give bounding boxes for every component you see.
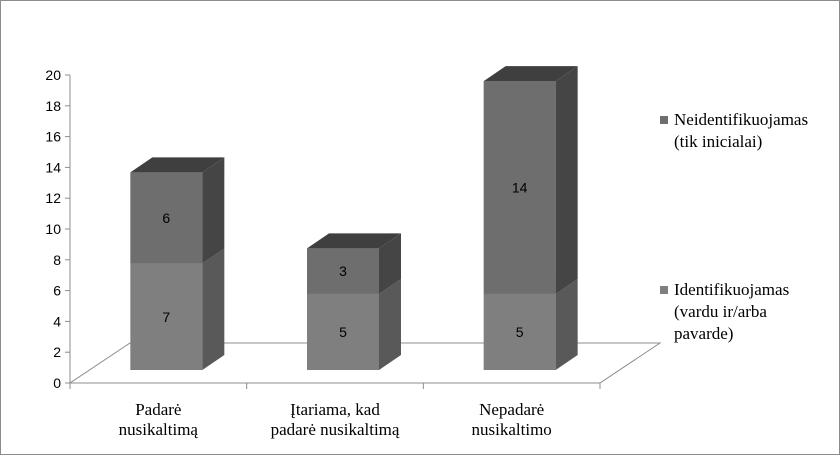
x-category-label: Padarė [135, 400, 181, 419]
y-tick-label: 16 [45, 129, 61, 145]
bar-segment-side [202, 248, 225, 370]
data-label: 7 [162, 309, 170, 325]
y-tick-label: 10 [45, 221, 61, 237]
x-category-label: nusikaltimo [472, 420, 552, 439]
legend-label: (tik inicialai) [674, 132, 762, 151]
x-category-label: Įtariama, kad [290, 400, 380, 419]
bar-segment-front [130, 172, 203, 264]
legend-swatch [660, 116, 668, 124]
y-tick-label: 20 [45, 67, 61, 83]
legend-swatch [660, 286, 668, 294]
legend-label: pavarde) [674, 324, 733, 343]
bar-segment-side [555, 278, 578, 370]
data-label: 5 [339, 324, 347, 340]
data-label: 6 [162, 210, 170, 226]
bar-segment-front [483, 81, 556, 294]
bar-top-face [483, 66, 578, 82]
bar-segment-side [202, 157, 225, 264]
x-category-label: nusikaltimą [119, 420, 199, 439]
bar-top-face [307, 233, 401, 249]
x-category-label: padarė nusikaltimą [271, 420, 400, 439]
y-tick-label: 18 [45, 98, 61, 114]
legend-label: (vardu ir/arba [674, 302, 767, 321]
y-tick-label: 12 [45, 190, 61, 206]
data-label: 14 [512, 180, 528, 196]
data-label: 5 [516, 324, 524, 340]
legend-label: Identifikuojamas [674, 280, 789, 299]
x-category-label: Nepadarė [479, 400, 544, 419]
y-tick-label: 14 [45, 159, 61, 175]
y-tick-label: 2 [53, 344, 61, 360]
bar-segment-front [307, 293, 379, 370]
bar-segment-side [379, 278, 401, 370]
y-tick-label: 6 [53, 283, 61, 299]
bar-segment-front [483, 293, 556, 370]
data-label: 3 [339, 263, 347, 279]
y-tick-label: 4 [53, 313, 61, 329]
bar-segment-side [379, 233, 401, 294]
bar-segment-side [555, 66, 578, 294]
legend-label: Neidentifikuojamas [674, 110, 808, 129]
bar-top-face [130, 157, 225, 173]
bar-segment-front [130, 263, 203, 370]
y-tick-label: 0 [53, 375, 61, 391]
y-tick-label: 8 [53, 252, 61, 268]
bar-segment-front [307, 248, 379, 294]
